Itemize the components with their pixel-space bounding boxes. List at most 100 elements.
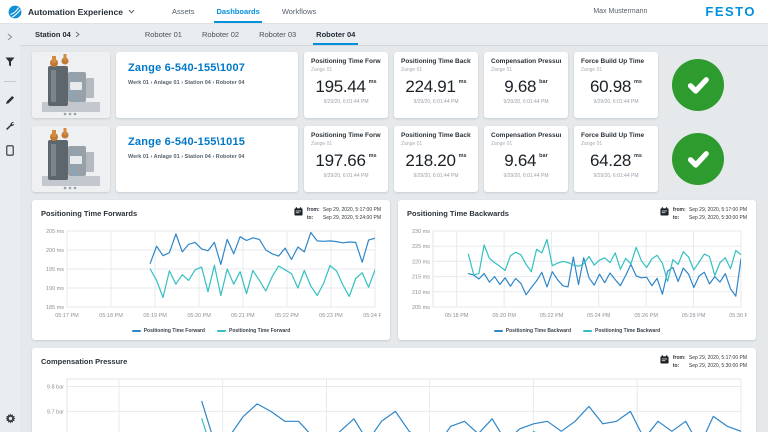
asset-title: Zange 6-540-155\1015 [128, 136, 286, 148]
kpi-row: Zange 6-540-155\1007 Werk 01 › Anlage 01… [32, 52, 756, 118]
legend-item[interactable]: Positioning Time Forward [132, 328, 205, 334]
status-ok-check-icon [672, 59, 724, 111]
legend-swatch [132, 330, 141, 332]
metric-value-row: 197.66 ms [311, 152, 381, 169]
svg-text:205 ms: 205 ms [46, 229, 64, 235]
roboter-tabs: Roboter 01 Roboter 02 Roboter 03 Roboter… [135, 24, 366, 45]
chart-title: Positioning Time Backwards [407, 207, 509, 218]
tab-roboter-02[interactable]: Roboter 02 [192, 24, 249, 45]
photo-carousel-dots[interactable] [64, 113, 77, 116]
legend-swatch [583, 330, 592, 332]
metric-value: 224.91 [405, 78, 455, 95]
svg-text:225 ms: 225 ms [412, 244, 430, 250]
metric-value-row: 195.44 ms [311, 78, 381, 95]
kpi-row: Zange 6-540-155\1015 Werk 01 › Anlage 01… [32, 126, 756, 192]
metric-value: 60.98 [590, 78, 631, 95]
metric-value: 197.66 [315, 152, 365, 169]
svg-text:9.8 bar: 9.8 bar [47, 384, 64, 390]
user-name[interactable]: Max Mustermann [593, 8, 647, 15]
metric-card[interactable]: Positioning Time Forward Zange 01 195.44… [304, 52, 388, 118]
tab-roboter-01[interactable]: Roboter 01 [135, 24, 192, 45]
station-select[interactable]: Station 04 [26, 30, 89, 39]
svg-text:05:17 PM: 05:17 PM [55, 313, 79, 319]
asset-title-card[interactable]: Zange 6-540-155\1015 Werk 01 › Anlage 01… [116, 126, 298, 192]
legend-item[interactable]: Positioning Time Backward [583, 328, 660, 334]
date-range-picker[interactable]: from:Sep 29, 2020, 5:17:00 PM to:Sep 29,… [660, 207, 747, 222]
metric-timestamp: 9/29/20, 6:01:44 PM [401, 173, 471, 179]
svg-text:185 ms: 185 ms [46, 305, 64, 311]
metric-value-row: 218.20 ms [401, 152, 471, 169]
svg-text:215 ms: 215 ms [412, 275, 430, 281]
gear-icon[interactable] [4, 412, 16, 424]
tool-sidebar [0, 24, 20, 432]
svg-text:200 ms: 200 ms [46, 248, 64, 254]
app-title[interactable]: Automation Experience [28, 7, 123, 17]
svg-text:05:22 PM: 05:22 PM [540, 313, 564, 319]
tablet-icon[interactable] [4, 144, 16, 156]
station-select-label: Station 04 [35, 30, 71, 39]
chart-positioning-time-backwards: Positioning Time Backwards from:Sep 29, … [398, 200, 756, 340]
breadcrumb: Werk 01 › Anlage 01 › Station 04 › Robot… [128, 80, 286, 86]
chart-title: Positioning Time Forwards [41, 207, 137, 218]
metric-value: 64.28 [590, 152, 631, 169]
pencil-icon[interactable] [4, 94, 16, 106]
metric-card[interactable]: Force Build Up Time Zange 01 64.28 ms 9/… [574, 126, 658, 192]
metric-unit: ms [369, 153, 377, 159]
metric-unit: ms [634, 79, 642, 85]
metric-unit: bar [539, 153, 548, 159]
calendar-icon [660, 207, 669, 216]
chart-row: Positioning Time Forwards from:Sep 29, 2… [32, 200, 756, 340]
metric-card[interactable]: Compensation Pressure Zange 01 9.68 bar … [484, 52, 568, 118]
metric-unit: ms [459, 153, 467, 159]
sidebar-expand-chevron-right-icon[interactable] [4, 31, 16, 43]
tab-workflows[interactable]: Workflows [271, 0, 327, 23]
metric-subtitle: Zange 01 [311, 141, 381, 147]
tab-dashboards[interactable]: Dashboards [205, 0, 270, 23]
metric-value: 195.44 [315, 78, 365, 95]
svg-text:205 ms: 205 ms [412, 305, 430, 311]
metric-subtitle: Zange 01 [401, 67, 471, 73]
svg-text:05:20 PM: 05:20 PM [187, 313, 211, 319]
photo-carousel-dots[interactable] [64, 187, 77, 190]
metric-card[interactable]: Force Build Up Time Zange 01 60.98 ms 9/… [574, 52, 658, 118]
metric-card[interactable]: Positioning Time Backward Zange 01 218.2… [394, 126, 478, 192]
dashboard-content: Zange 6-540-155\1007 Werk 01 › Anlage 01… [20, 46, 768, 432]
chevron-down-icon[interactable] [128, 9, 135, 14]
app-logo-icon[interactable] [8, 5, 22, 19]
metric-label: Positioning Time Forward [311, 132, 381, 139]
metric-label: Positioning Time Forward [311, 58, 381, 65]
chart-plot-area: 05:18 PM05:20 PM05:22 PM05:24 PM05:26 PM… [41, 374, 747, 432]
metric-subtitle: Zange 01 [581, 67, 651, 73]
metric-unit: ms [634, 153, 642, 159]
metric-unit: bar [539, 79, 548, 85]
date-range-picker[interactable]: from:Sep 29, 2020, 5:17:00 PM to:Sep 29,… [660, 355, 747, 370]
chart-positioning-time-forwards: Positioning Time Forwards from:Sep 29, 2… [32, 200, 390, 340]
metric-value-row: 9.64 bar [491, 152, 561, 169]
svg-text:190 ms: 190 ms [46, 286, 64, 292]
metric-subtitle: Zange 01 [581, 141, 651, 147]
metric-subtitle: Zange 01 [491, 67, 561, 73]
date-range-picker[interactable]: from:Sep 29, 2020, 5:17:00 PM to:Sep 29,… [294, 207, 381, 222]
tab-roboter-03[interactable]: Roboter 03 [249, 24, 306, 45]
metric-label: Positioning Time Backward [401, 58, 471, 65]
asset-title-card[interactable]: Zange 6-540-155\1007 Werk 01 › Anlage 01… [116, 52, 298, 118]
svg-text:9.7 bar: 9.7 bar [47, 409, 64, 415]
metric-timestamp: 9/29/20, 6:01:44 PM [311, 99, 381, 105]
legend-item[interactable]: Positioning Time Forward [217, 328, 290, 334]
svg-text:05:24 PM: 05:24 PM [587, 313, 611, 319]
asset-image-card[interactable] [32, 126, 110, 192]
asset-photo [32, 126, 110, 192]
metric-value: 9.64 [504, 152, 536, 169]
metric-card[interactable]: Positioning Time Forward Zange 01 197.66… [304, 126, 388, 192]
tab-roboter-04[interactable]: Roboter 04 [306, 24, 365, 45]
asset-title: Zange 6-540-155\1007 [128, 62, 286, 74]
metric-value-row: 64.28 ms [581, 152, 651, 169]
tab-assets[interactable]: Assets [161, 0, 206, 23]
wrench-icon[interactable] [4, 119, 16, 131]
filter-icon[interactable] [4, 56, 16, 68]
legend-item[interactable]: Positioning Time Backward [494, 328, 571, 334]
metric-card[interactable]: Compensation Pressure Zange 01 9.64 bar … [484, 126, 568, 192]
metric-card[interactable]: Positioning Time Backward Zange 01 224.9… [394, 52, 478, 118]
svg-text:220 ms: 220 ms [412, 259, 430, 265]
asset-image-card[interactable] [32, 52, 110, 118]
